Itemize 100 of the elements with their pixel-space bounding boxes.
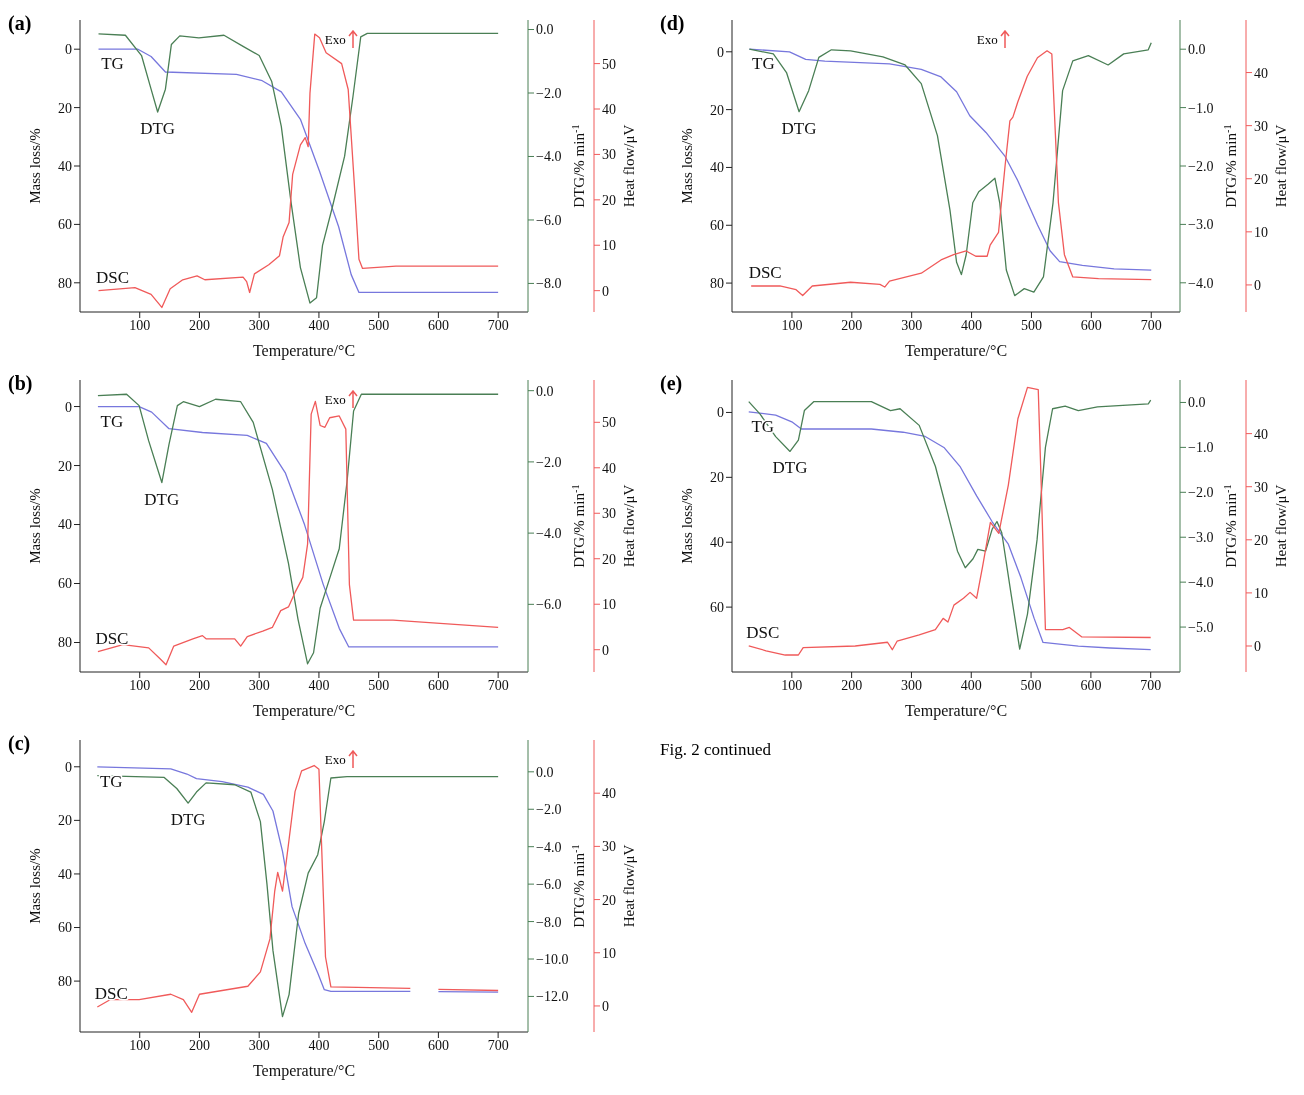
x-tick-label: 500 — [368, 677, 390, 693]
x-tick-label: 600 — [427, 677, 449, 693]
y2-tick-label: −4.0 — [536, 149, 562, 165]
y-tick-label: 20 — [58, 100, 72, 116]
x-tick-label: 300 — [248, 1037, 270, 1053]
y2-tick-label: −3.0 — [1188, 530, 1214, 546]
y3-tick-label: 50 — [602, 415, 616, 431]
chart-title: (e) — [660, 372, 683, 395]
y3-tick-label: 20 — [602, 192, 616, 208]
x-axis-title: Temperature/°C — [904, 702, 1008, 720]
y-tick-label: 60 — [58, 920, 72, 936]
x-tick-label: 100 — [129, 677, 151, 693]
x-tick-label: 200 — [188, 677, 210, 693]
y3-axis-title: Heat flow/μV — [1273, 484, 1289, 568]
series-label: TG — [101, 54, 124, 74]
y3-tick-label: 40 — [1254, 65, 1268, 81]
y2-tick-label: −12.0 — [536, 989, 569, 1005]
y3-axis-title: Heat flow/μV — [621, 844, 637, 928]
y2-tick-label: −5.0 — [1188, 620, 1214, 636]
y2-tick-label: −10.0 — [536, 951, 569, 967]
y3-tick-label: 30 — [1254, 479, 1268, 495]
y3-tick-label: 50 — [602, 56, 616, 72]
y3-tick-label: 0 — [602, 283, 609, 299]
y2-tick-label: 0.0 — [536, 383, 554, 399]
y3-tick-label: 40 — [1254, 426, 1268, 442]
x-tick-label: 400 — [308, 317, 330, 333]
x-tick-label: 100 — [129, 317, 151, 333]
y2-tick-label: −6.0 — [536, 212, 562, 228]
y3-axis-title: Heat flow/μV — [1273, 124, 1289, 208]
y-tick-label: 20 — [710, 102, 724, 118]
x-tick-label: 200 — [841, 317, 863, 333]
x-tick-label: 600 — [1080, 677, 1102, 693]
y2-tick-label: 0.0 — [536, 764, 554, 780]
y3-tick-label: 0 — [602, 998, 609, 1014]
chart-title: (a) — [8, 12, 32, 35]
series-label: DTG — [144, 489, 180, 509]
x-tick-label: 700 — [487, 317, 509, 333]
y3-tick-label: 20 — [602, 892, 616, 908]
series-label: DTG — [772, 458, 808, 478]
y3-tick-label: 0 — [1254, 277, 1261, 293]
y-tick-label: 60 — [710, 600, 724, 616]
y2-tick-label: −4.0 — [536, 526, 562, 542]
y-tick-label: 0 — [65, 42, 72, 58]
x-tick-label: 400 — [961, 317, 983, 333]
y-tick-label: 20 — [58, 458, 72, 474]
y2-tick-label: 0.0 — [1188, 42, 1206, 58]
y-tick-label: 40 — [710, 535, 724, 551]
y3-tick-label: 40 — [602, 460, 616, 476]
y-tick-label: 0 — [65, 759, 72, 775]
y-axis-title: Mass loss/% — [27, 848, 43, 924]
x-tick-label: 700 — [487, 677, 509, 693]
y-tick-label: 0 — [717, 405, 724, 421]
x-tick-label: 700 — [1140, 317, 1162, 333]
series-label: TG — [100, 411, 124, 431]
series-label: DTG — [781, 118, 817, 138]
annotation: Exo — [324, 392, 346, 408]
y2-tick-label: −4.0 — [1188, 575, 1214, 591]
x-tick-label: 300 — [248, 317, 270, 333]
y3-tick-label: 30 — [602, 839, 616, 855]
series-label: TG — [99, 771, 123, 791]
y2-tick-label: −1.0 — [1188, 100, 1214, 116]
annotation: Exo — [976, 32, 998, 48]
y2-tick-label: −2.0 — [1188, 485, 1214, 501]
y-tick-label: 60 — [58, 217, 72, 233]
y3-tick-label: 0 — [602, 642, 609, 658]
x-tick-label: 600 — [427, 317, 449, 333]
y-tick-label: 80 — [710, 276, 724, 292]
y3-tick-label: 30 — [602, 506, 616, 522]
series-label: DSC — [748, 262, 782, 282]
x-tick-label: 700 — [487, 1037, 509, 1053]
x-tick-label: 700 — [1140, 677, 1162, 693]
y-tick-label: 80 — [58, 974, 72, 990]
y-tick-label: 60 — [710, 218, 724, 234]
x-tick-label: 200 — [841, 677, 863, 693]
y2-tick-label: −8.0 — [536, 276, 562, 292]
y3-tick-label: 20 — [602, 551, 616, 567]
y3-tick-label: 20 — [1254, 171, 1268, 187]
series-label: DTG — [170, 810, 206, 830]
y3-tick-label: 0 — [1254, 638, 1261, 654]
y-tick-label: 20 — [58, 813, 72, 829]
y-tick-label: 80 — [58, 275, 72, 291]
y-tick-label: 40 — [710, 160, 724, 176]
x-tick-label: 500 — [1020, 317, 1042, 333]
x-axis-title: Temperature/°C — [252, 342, 356, 360]
y2-tick-label: −2.0 — [536, 85, 562, 101]
y3-tick-label: 40 — [602, 101, 616, 117]
caption: Fig. 2 continued — [660, 740, 771, 760]
x-axis-title: Temperature/°C — [904, 342, 1008, 360]
x-tick-label: 600 — [1080, 317, 1102, 333]
y-tick-label: 40 — [58, 517, 72, 533]
y2-tick-label: 0.0 — [1188, 395, 1206, 411]
y3-axis-title: Heat flow/μV — [621, 124, 637, 208]
y-tick-label: 0 — [717, 44, 724, 60]
y2-tick-label: −6.0 — [536, 877, 562, 893]
x-tick-label: 100 — [129, 1037, 151, 1053]
y2-tick-label: −2.0 — [536, 802, 562, 818]
y-tick-label: 80 — [58, 635, 72, 651]
x-tick-label: 100 — [781, 317, 803, 333]
y3-tick-label: 10 — [602, 597, 616, 613]
y-tick-label: 40 — [58, 866, 72, 882]
